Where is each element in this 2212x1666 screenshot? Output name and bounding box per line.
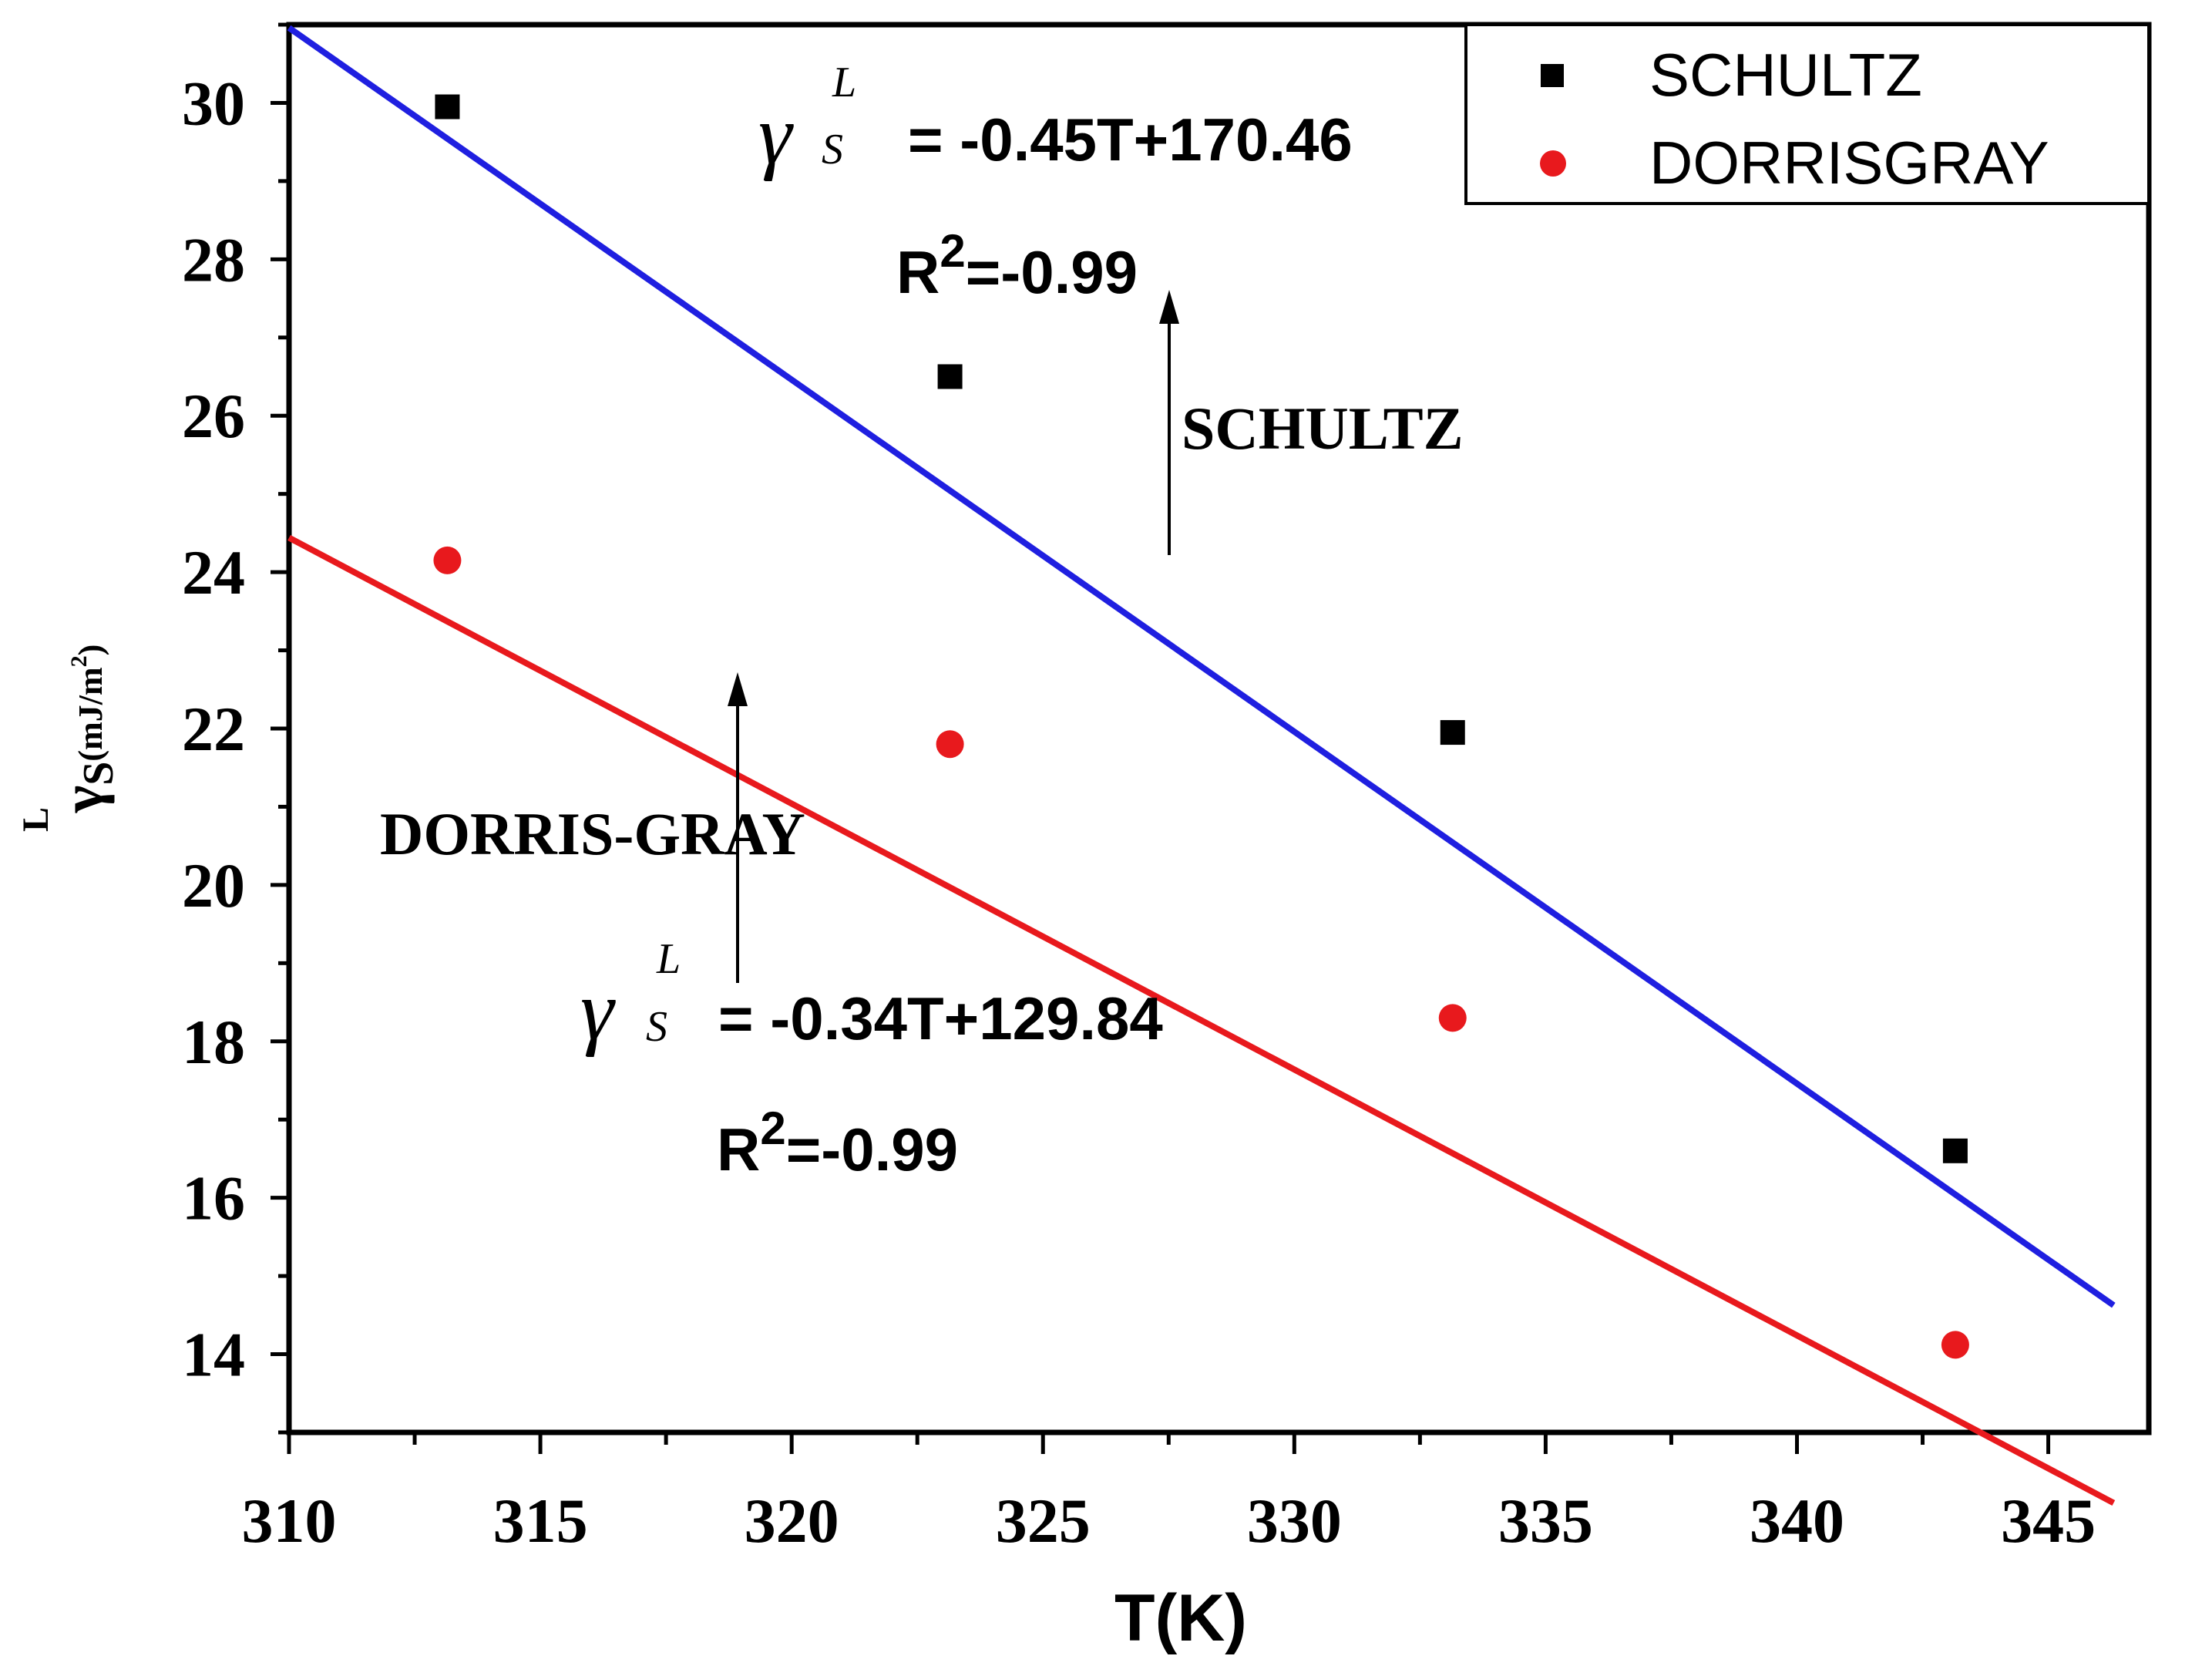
x-tick-label: 345 <box>2001 1486 2096 1556</box>
y-axis-label: γS(mJ/m2) L <box>15 645 123 832</box>
schultz-equation: = -0.45T+170.46 <box>908 106 1353 173</box>
x-tick-label: 325 <box>996 1486 1091 1556</box>
x-tick-label: 335 <box>1498 1486 1593 1556</box>
data-point-dorrisgray <box>1438 1004 1467 1032</box>
schultz-arrowhead <box>1159 290 1179 324</box>
svg-text:R2=-0.99: R2=-0.99 <box>896 225 1138 306</box>
y-label-symbol: γ <box>50 786 115 814</box>
fit-lines <box>287 25 2116 1506</box>
y-axis-ticks: 14 16 18 20 22 24 26 28 30 <box>182 22 289 1435</box>
legend-marker-schultz <box>1541 64 1564 87</box>
svg-text:γ: γ <box>580 964 616 1058</box>
dorris-label: DORRIS-GRAY <box>380 800 805 867</box>
y-label-unit: (mJ/m <box>72 667 109 761</box>
x-tick-label: 310 <box>242 1486 337 1556</box>
y-tick-label: 16 <box>182 1163 245 1234</box>
dorris-eq-symbol: γ <box>580 964 616 1058</box>
dorris-equation: = -0.34T+129.84 <box>718 984 1163 1052</box>
schultz-eq-sup: L <box>832 59 856 106</box>
schultz-r2-value: =-0.99 <box>966 238 1138 306</box>
schultz-label: SCHULTZ <box>1182 395 1464 462</box>
x-axis-label: T(K) <box>1114 1581 1247 1655</box>
dorris-annotation: DORRIS-GRAY γ L S = -0.34T+129.84 R2=-0.… <box>380 672 1163 1183</box>
data-point-dorrisgray <box>936 730 964 759</box>
x-axis-ticks: 310 315 320 325 330 335 340 345 <box>242 1432 2096 1556</box>
dorris-arrowhead <box>728 672 748 706</box>
dorris-eq-sup: L <box>656 935 681 983</box>
schultz-eq-symbol: γ <box>758 88 794 182</box>
y-tick-label: 30 <box>182 68 245 138</box>
y-label-unit-power: 2 <box>66 655 92 667</box>
schultz-annotation: γ L S = -0.45T+170.46 R2=-0.99 SCHULTZ <box>758 59 1464 555</box>
data-point-schultz <box>937 364 963 389</box>
y-label-superscript: L <box>15 807 56 832</box>
data-point-dorrisgray <box>433 546 462 574</box>
x-tick-label: 330 <box>1247 1486 1342 1556</box>
x-tick-label: 315 <box>493 1486 588 1556</box>
y-tick-label: 20 <box>182 850 245 921</box>
legend-box <box>1464 23 2150 205</box>
data-point-schultz <box>435 94 460 119</box>
schultz-r2-prefix: R <box>896 238 940 306</box>
y-tick-label: 14 <box>182 1320 245 1390</box>
legend-label-schultz: SCHULTZ <box>1649 41 1922 109</box>
y-label-subscript: S <box>75 762 123 786</box>
data-point-schultz <box>1942 1138 1968 1163</box>
data-point-schultz <box>1440 720 1465 745</box>
dorris-eq-sub: S <box>646 1003 667 1051</box>
data-markers <box>433 94 1969 1359</box>
y-tick-label: 24 <box>182 537 245 608</box>
schultz-eq-sub: S <box>822 126 843 173</box>
dorris-r2-value: =-0.99 <box>786 1116 958 1183</box>
y-tick-label: 18 <box>182 1007 245 1077</box>
y-label-unit-close: ) <box>72 645 109 656</box>
dorris-r2-power: 2 <box>760 1102 785 1154</box>
legend-label-dorrisgray: DORRISGRAY <box>1649 129 2049 197</box>
fit-line-schultz <box>287 25 2116 1308</box>
legend: SCHULTZ DORRISGRAY <box>1464 23 2150 205</box>
data-point-dorrisgray <box>1941 1331 1969 1359</box>
svg-text:R2=-0.99: R2=-0.99 <box>717 1102 958 1183</box>
y-tick-label: 28 <box>182 224 245 294</box>
y-tick-label: 26 <box>182 381 245 451</box>
svg-text:γS(mJ/m2): γS(mJ/m2) <box>50 645 123 814</box>
schultz-r2-power: 2 <box>940 225 965 277</box>
fit-line-dorrisgray <box>287 534 2116 1506</box>
y-tick-label: 22 <box>182 694 245 764</box>
x-tick-label: 320 <box>745 1486 839 1556</box>
legend-marker-dorrisgray <box>1540 150 1566 177</box>
x-tick-label: 340 <box>1750 1486 1844 1556</box>
dorris-r2-prefix: R <box>717 1116 760 1183</box>
svg-text:γ: γ <box>758 88 794 182</box>
